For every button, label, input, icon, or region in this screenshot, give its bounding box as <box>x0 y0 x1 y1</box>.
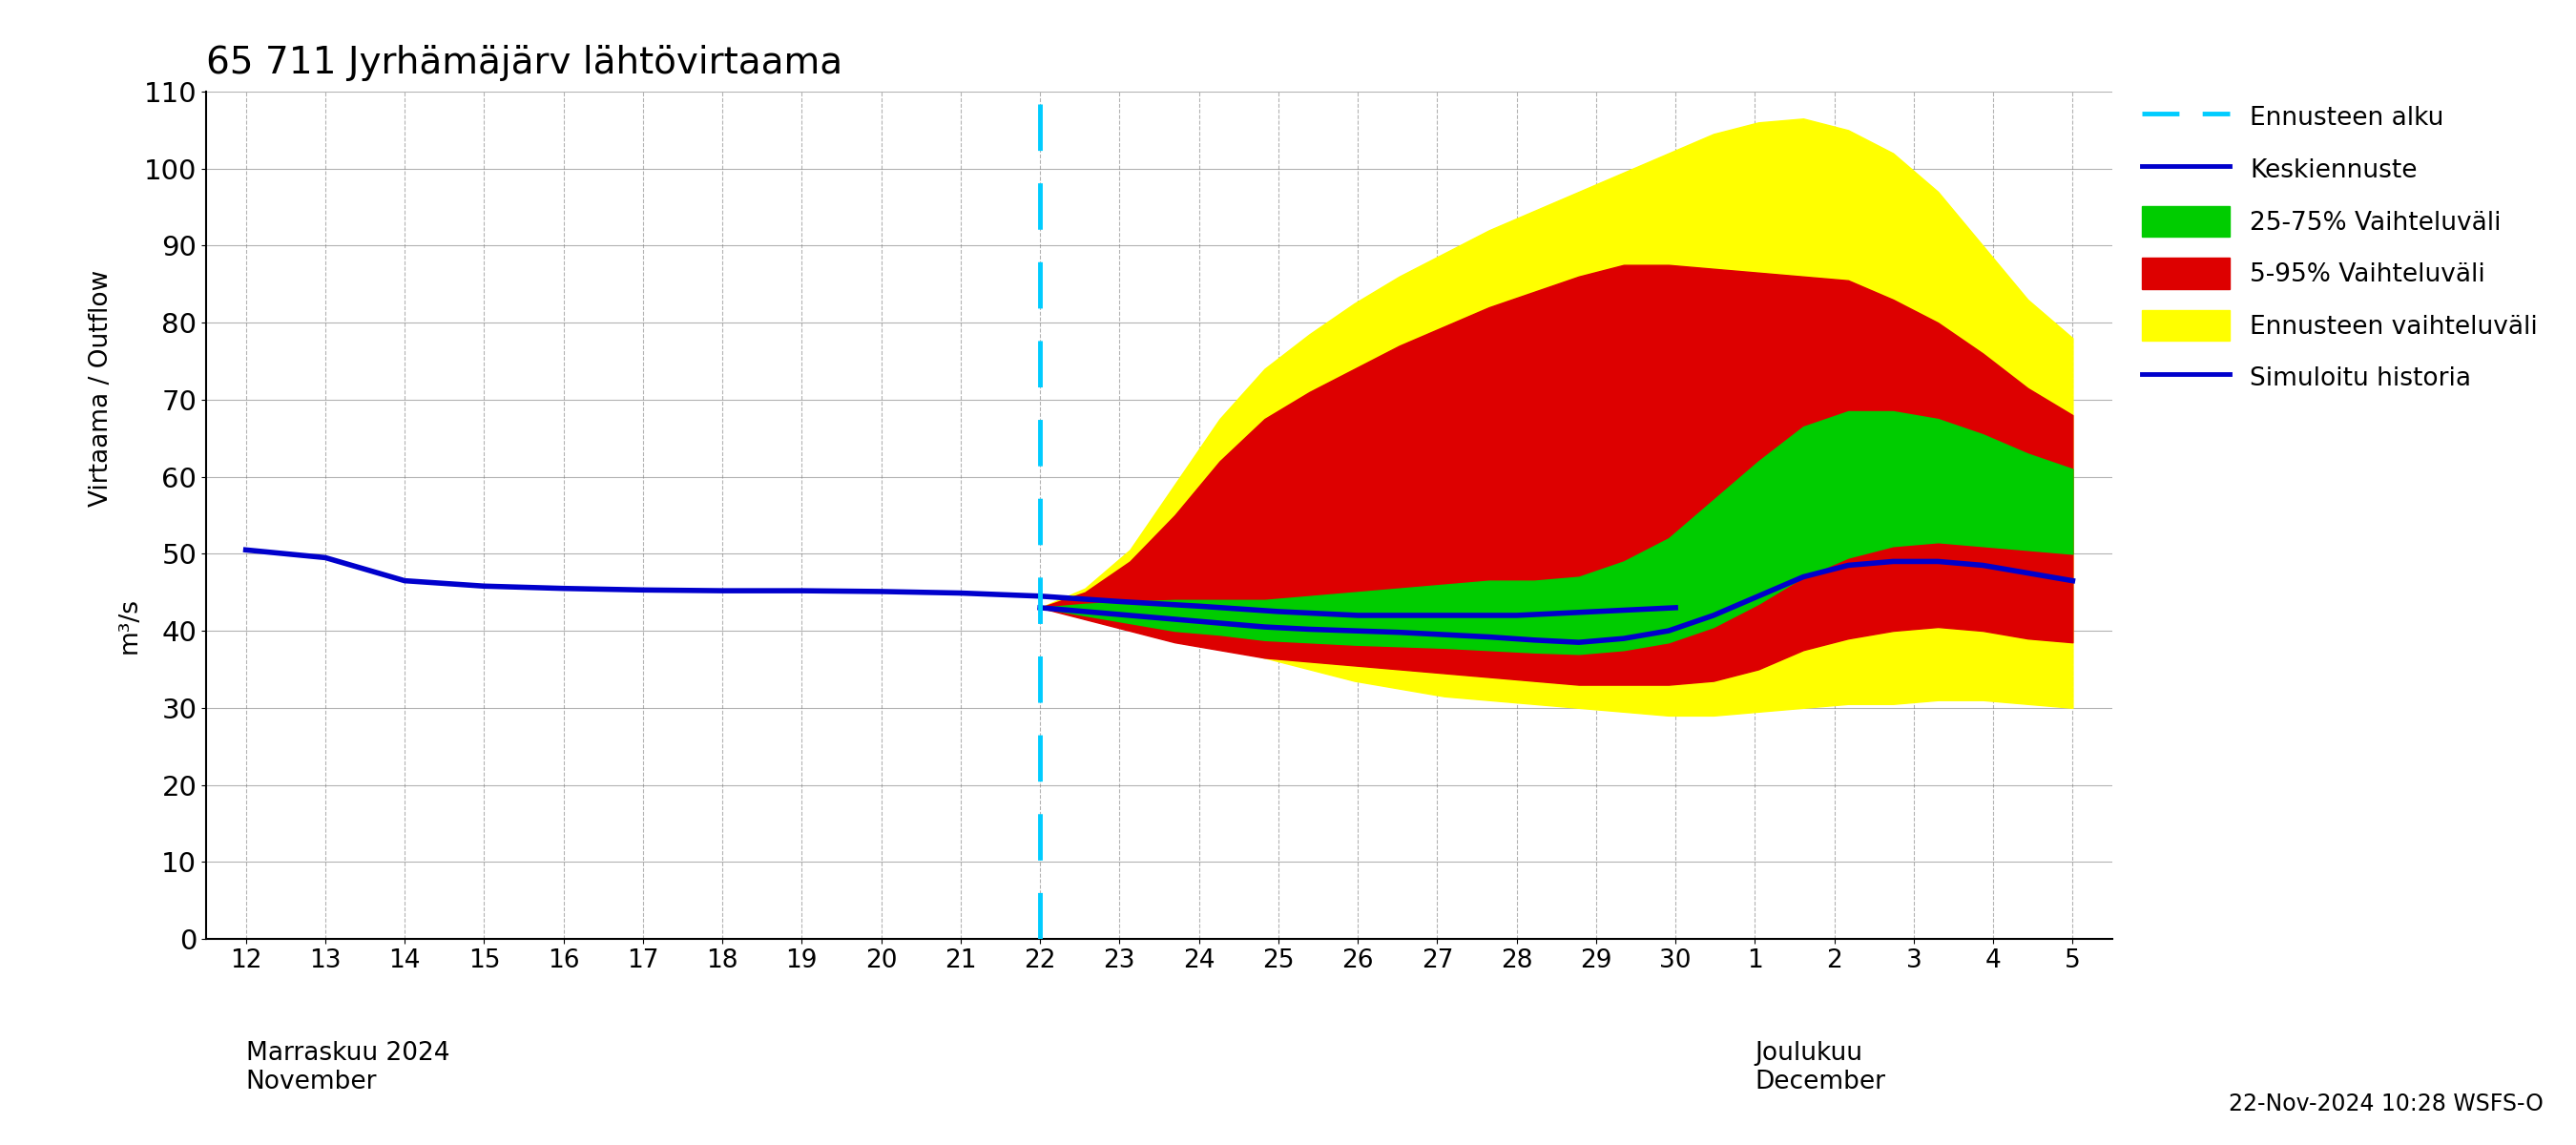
Text: m³/s: m³/s <box>118 598 142 654</box>
Text: Joulukuu
December: Joulukuu December <box>1754 1041 1886 1093</box>
Text: 65 711 Jyrhämäjärv lähtövirtaama: 65 711 Jyrhämäjärv lähtövirtaama <box>206 45 842 80</box>
Legend: Ennusteen alku, Keskiennuste, 25-75% Vaihteluväli, 5-95% Vaihteluväli, Ennusteen: Ennusteen alku, Keskiennuste, 25-75% Vai… <box>2130 92 2548 403</box>
Text: 22-Nov-2024 10:28 WSFS-O: 22-Nov-2024 10:28 WSFS-O <box>2228 1092 2543 1115</box>
Text: Marraskuu 2024
November: Marraskuu 2024 November <box>245 1041 448 1093</box>
Text: Virtaama / Outflow: Virtaama / Outflow <box>88 270 113 506</box>
